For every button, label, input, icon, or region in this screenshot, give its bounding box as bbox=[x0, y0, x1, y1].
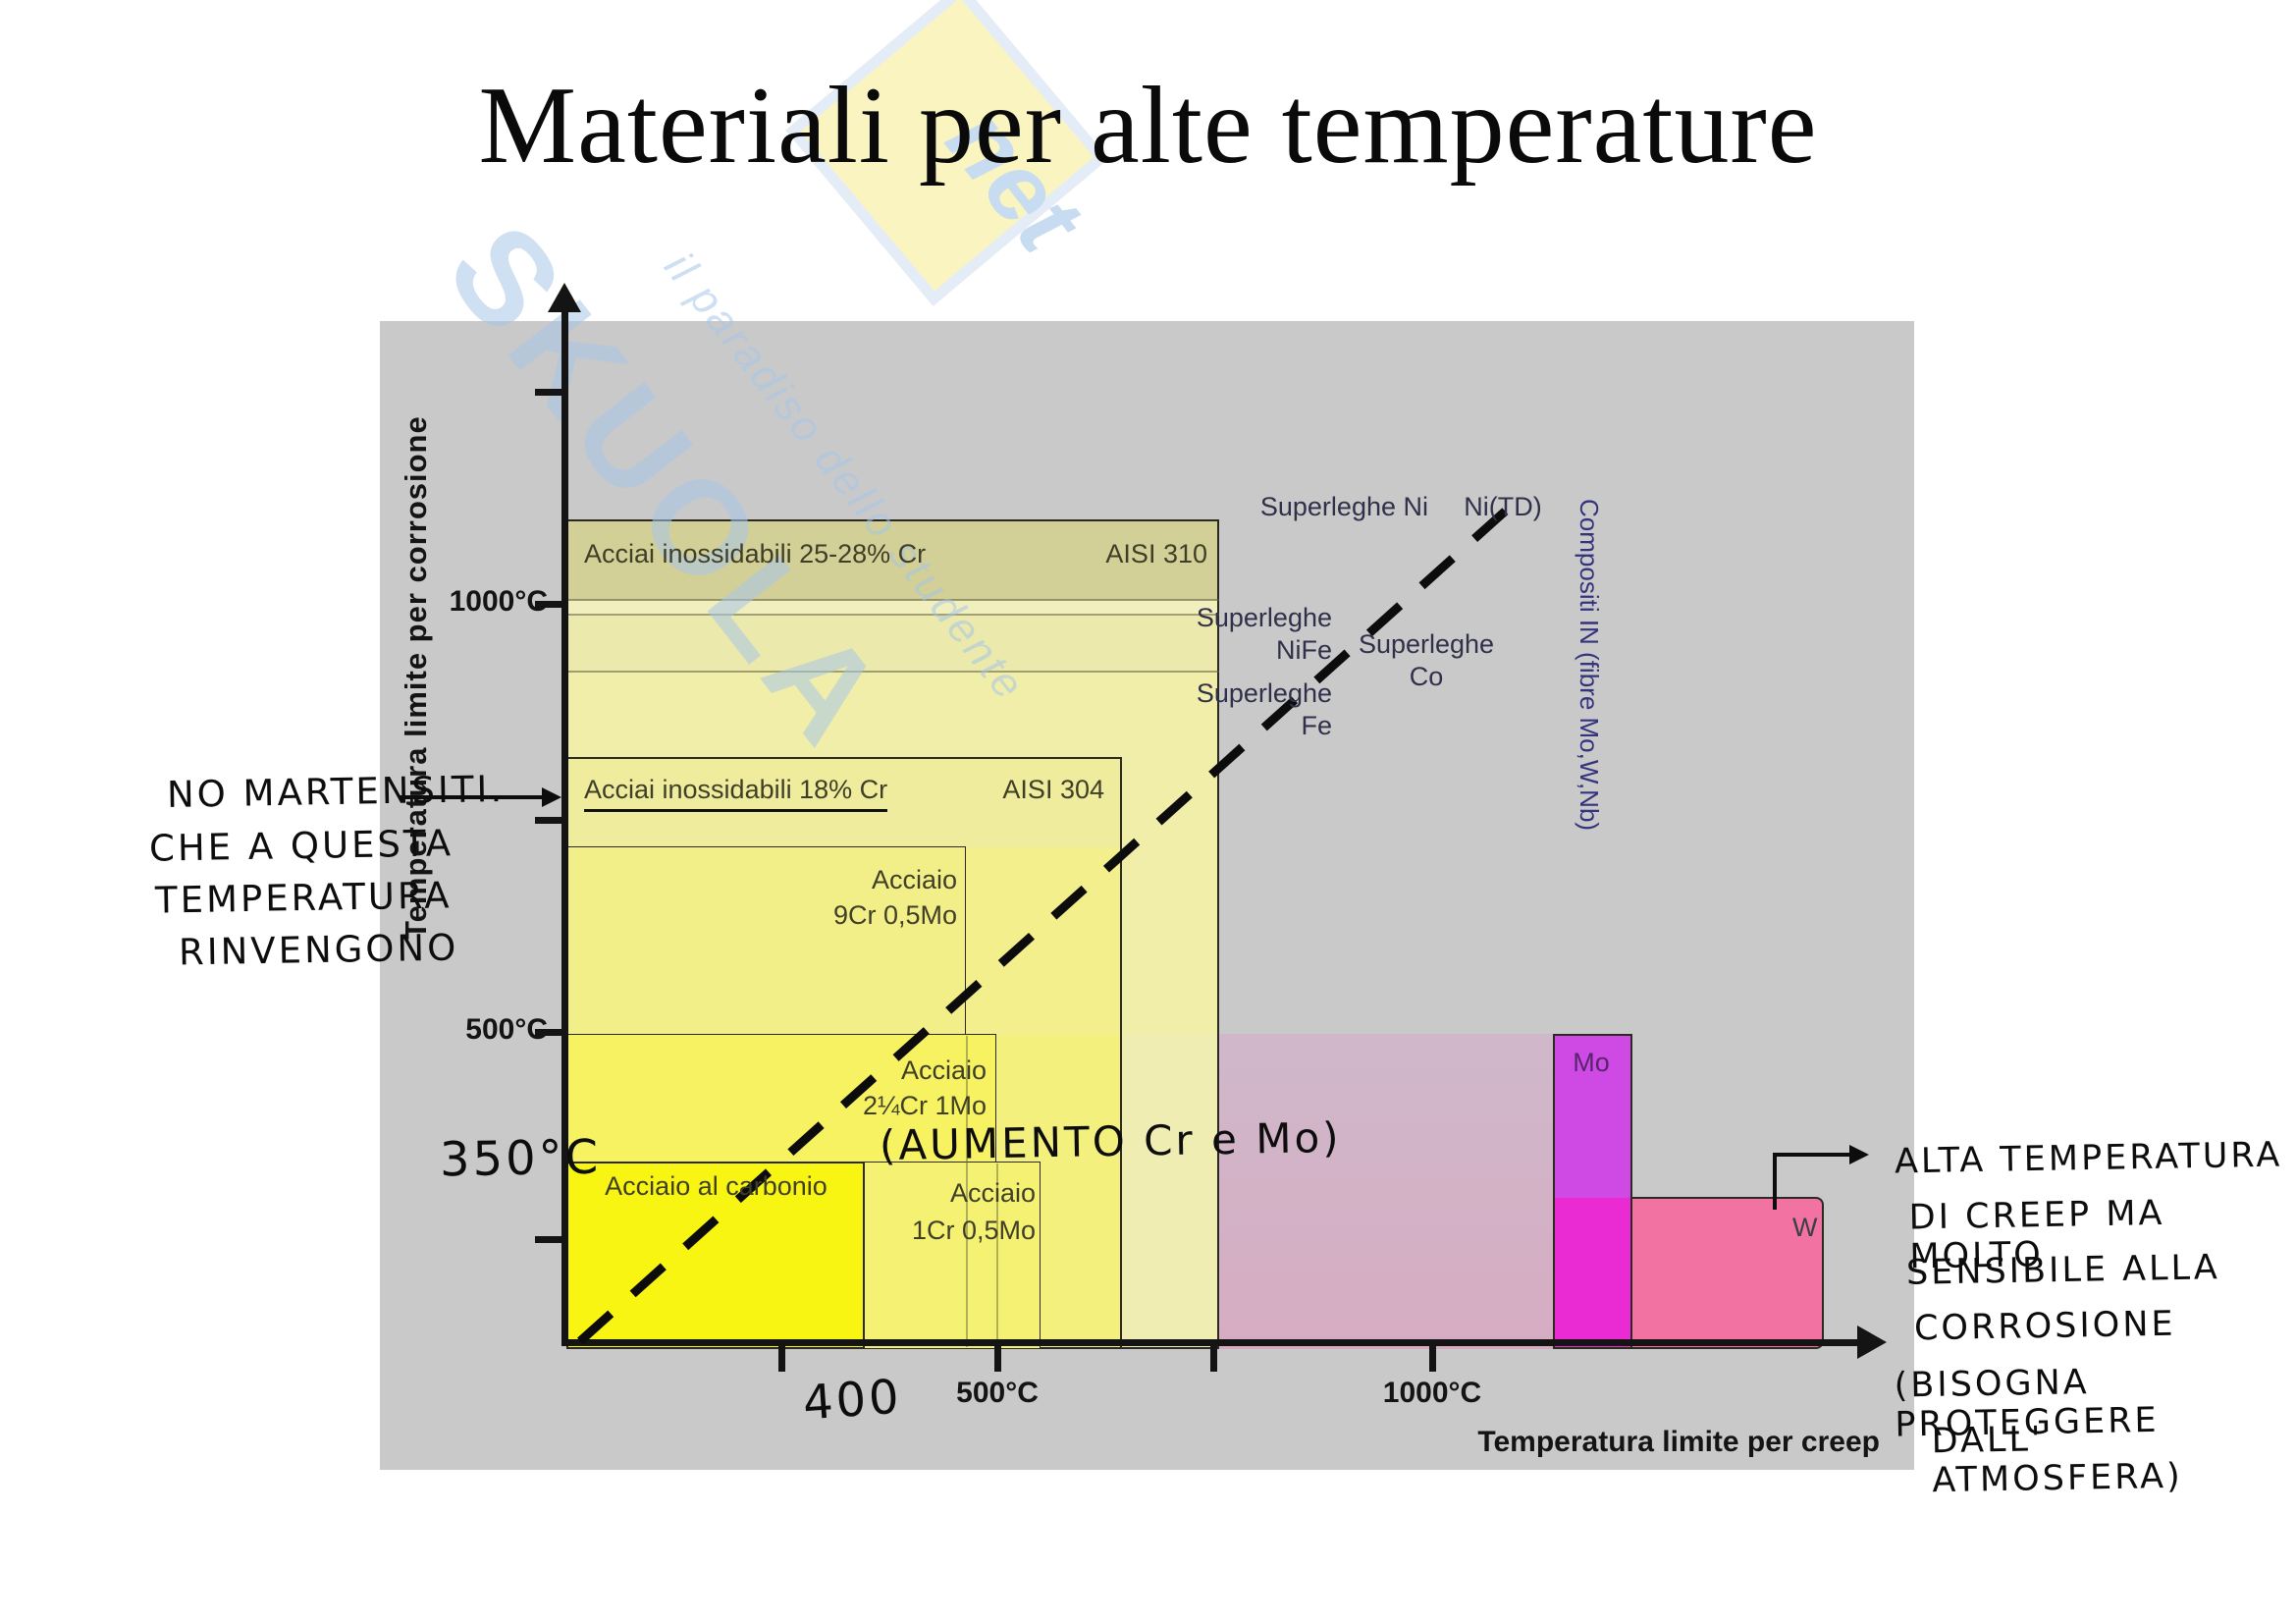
x-tick-1000 bbox=[1429, 1346, 1436, 1372]
x-label-400-handwritten: 400 bbox=[801, 1369, 904, 1432]
y-label-1000: 1000°C bbox=[449, 585, 548, 618]
y-label-350-handwritten: 350°C bbox=[439, 1129, 602, 1188]
x-label-1000: 1000°C bbox=[1382, 1377, 1482, 1409]
annotation-right-line-4: CORROSIONE bbox=[1913, 1304, 2176, 1349]
y-tick-500 bbox=[535, 1029, 563, 1036]
label-acciaio-carbonio: Acciaio al carbonio bbox=[605, 1171, 828, 1201]
label-aisi310: Acciai inossidabili 25-28% Cr bbox=[584, 539, 927, 568]
annotation-right-line-1: ALTA TEMPERATURA bbox=[1894, 1135, 2283, 1182]
annotation-right-line-3: SENSIBILE ALLA bbox=[1905, 1248, 2221, 1293]
y-axis-line bbox=[561, 310, 568, 1346]
y-tick-lower bbox=[535, 1236, 563, 1243]
x-axis-title: Temperatura limite per creep bbox=[1477, 1426, 1880, 1458]
annotation-left-line-1: NO MARTENSITI. bbox=[166, 768, 506, 816]
x-tick-500 bbox=[994, 1346, 1001, 1372]
label-acciaio-1cr: Acciaio 1Cr 0,5Mo bbox=[911, 1178, 1036, 1245]
y-tick-upper bbox=[535, 389, 563, 396]
annotation-left-line-3: TEMPERATURA bbox=[154, 874, 453, 922]
left-annotation-arrow-line bbox=[399, 795, 544, 799]
label-superleghe-co: Superleghe Co bbox=[1358, 629, 1495, 691]
left-annotation-arrow-icon bbox=[542, 787, 561, 807]
region-below-500-tint bbox=[1219, 1034, 1553, 1349]
label-aisi310-code: AISI 310 bbox=[1105, 539, 1207, 568]
label-w: W bbox=[1792, 1213, 1818, 1242]
annotation-right-line-6: DALL' ATMOSFERA) bbox=[1931, 1420, 2183, 1501]
page-title: Materiali per alte temperature bbox=[478, 65, 1818, 187]
x-axis-arrowhead-icon bbox=[1857, 1325, 1887, 1359]
region-w bbox=[1630, 1197, 1824, 1349]
x-axis-line bbox=[561, 1339, 1859, 1346]
right-annotation-arrow-icon bbox=[1849, 1145, 1869, 1164]
label-acciaio-2cr: Acciaio 2¼Cr 1Mo bbox=[862, 1055, 987, 1120]
label-mo: Mo bbox=[1573, 1048, 1610, 1077]
annotation-aumento: (AUMENTO Cr e Mo) bbox=[879, 1112, 1342, 1170]
x-label-500: 500°C bbox=[956, 1377, 1039, 1409]
line-superleghe-co-top bbox=[566, 614, 1219, 616]
line-9cr-right-extension bbox=[966, 1036, 968, 1347]
label-aisi304: Acciai inossidabili 18% Cr bbox=[584, 774, 888, 812]
y-tick-1000 bbox=[535, 601, 563, 608]
line-superleghe-fe-top bbox=[566, 671, 1219, 673]
label-acciaio-9cr: Acciaio 9Cr 0,5Mo bbox=[832, 865, 957, 930]
y-label-500: 500°C bbox=[465, 1013, 548, 1046]
annotation-left-line-4: RINVENGONO bbox=[178, 926, 459, 974]
label-superleghe-ni: Superleghe Ni bbox=[1259, 492, 1428, 521]
x-tick-400 bbox=[778, 1346, 785, 1372]
line-2cr-right-extension bbox=[996, 1163, 998, 1347]
label-superleghe-fe: Superleghe Fe bbox=[1196, 678, 1332, 740]
right-annotation-arrow-line bbox=[1773, 1153, 1853, 1157]
right-annotation-arrow-vertical bbox=[1773, 1155, 1777, 1210]
annotation-left-line-2: CHE A QUESTA bbox=[148, 822, 454, 870]
label-superleghe-nife: Superleghe NiFe bbox=[1196, 603, 1332, 665]
label-ni-td: Ni(TD) bbox=[1464, 492, 1542, 521]
x-tick-750 bbox=[1210, 1346, 1217, 1372]
line-superleghe-nife-top bbox=[566, 599, 1219, 601]
y-axis-arrowhead-icon bbox=[548, 283, 581, 312]
region-mo bbox=[1553, 1034, 1632, 1349]
label-aisi304-code: AISI 304 bbox=[1002, 775, 1104, 804]
y-tick-mid bbox=[535, 817, 563, 824]
label-compositi-in: Compositi IN (fibre Mo,W,Nb) bbox=[1575, 499, 1604, 832]
